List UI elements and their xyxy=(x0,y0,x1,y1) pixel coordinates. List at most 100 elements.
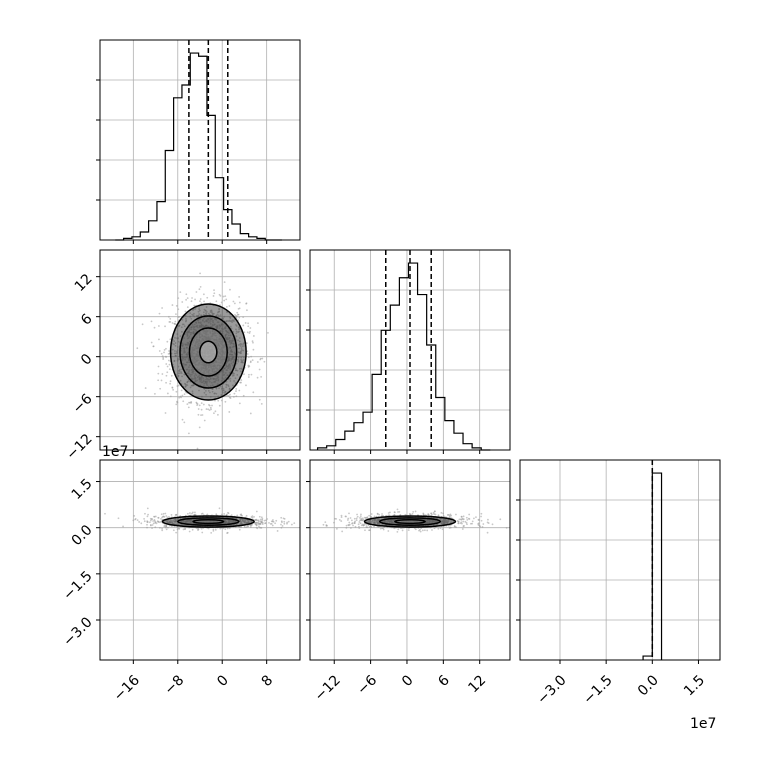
panel-var1-var2-point-4 xyxy=(462,520,465,523)
panel-var0-var1-point-1194 xyxy=(194,345,197,348)
panel-var0-var1-point-1680 xyxy=(188,329,191,332)
panel-var0-var1-point-1517 xyxy=(220,301,223,304)
panel-var0-var1-point-1668 xyxy=(226,365,229,368)
panel-var0-var2-point-800 xyxy=(251,516,254,519)
panel-var0-var1-point-1227 xyxy=(207,408,210,411)
panel-var0-var2-point-55 xyxy=(290,523,293,526)
panel-var0-var2-point-759 xyxy=(247,525,250,528)
panel-var0-var1-point-1592 xyxy=(205,324,208,327)
panel-var0-var2-point-885 xyxy=(203,520,206,522)
panel-var0-var2-point-179 xyxy=(175,531,178,534)
panel-var1-var2-point-629 xyxy=(387,512,390,514)
panel-var0-var2-contours xyxy=(161,515,255,528)
panel-var0-var1-point-1041 xyxy=(193,352,196,355)
panel-var0-var1-point-1404 xyxy=(200,379,203,382)
panel-var0-var1-point-1239 xyxy=(238,367,241,370)
panel-var0-var1-point-1240 xyxy=(229,343,232,345)
panel-var0-var2-point-896 xyxy=(189,520,192,522)
panel-var0-var1-point-137 xyxy=(231,337,234,340)
panel-var0-var1-point-1474 xyxy=(209,406,212,409)
panel-var0-var1-point-115 xyxy=(177,384,180,387)
panel-var0-var1-point-18 xyxy=(201,414,204,416)
panel-var0-var1-point-898 xyxy=(207,389,210,392)
panel-var0-var1-point-566 xyxy=(235,369,237,372)
panel-var0-var1-point-1336 xyxy=(205,330,208,333)
panel-var0-var1-point-992 xyxy=(203,337,205,340)
panel-var0-var1-point-884 xyxy=(199,370,202,372)
panel-var0-var2-point-864 xyxy=(209,521,212,523)
panel-var0-var1-point-596 xyxy=(243,373,245,376)
panel-var0-var1-point-1742 xyxy=(197,310,200,313)
panel-var0-var1-point-258 xyxy=(193,323,196,326)
panel-var0-var1-point-472 xyxy=(236,369,239,372)
panel-var0-var1-point-1719 xyxy=(206,348,209,351)
panel-var0-var1-point-1051 xyxy=(198,389,200,392)
panel-var1-var2-point-407 xyxy=(360,513,362,516)
panel-var0-var1-contours xyxy=(169,303,247,401)
panel-var0-var1-point-1309 xyxy=(209,359,212,362)
panel-var0-var1-point-370 xyxy=(207,321,210,324)
panel-var0-var1-point-1016 xyxy=(239,342,242,345)
panel-var0-var1-point-1652 xyxy=(208,369,211,371)
panel-var0-var1-point-1650 xyxy=(177,375,180,378)
panel-var1-var2-point-746 xyxy=(382,514,385,517)
panel-var1-var2-point-386 xyxy=(408,512,411,515)
panel-var0-var1-point-1538 xyxy=(201,337,204,340)
panel-var0-var2-point-741 xyxy=(173,520,176,523)
panel-var0-var2-point-186 xyxy=(225,513,228,516)
panel-var1-var2-point-893 xyxy=(445,521,448,524)
panel-var1-var2-point-425 xyxy=(480,515,482,518)
panel-var0-var1-point-1537 xyxy=(203,321,206,323)
panel-var0-var1-point-1612 xyxy=(212,351,214,354)
panel-var0-var2-point-743 xyxy=(258,515,261,518)
panel-var1-var2-point-503 xyxy=(347,517,350,520)
panel-var0-var1-point-1260 xyxy=(185,293,188,296)
panel-var0-var2-point-806 xyxy=(205,520,208,523)
panel-var0-var1-point-1653 xyxy=(226,359,229,362)
panel-var0-var1-point-748 xyxy=(229,364,231,367)
panel-var0-var1-point-1286 xyxy=(224,327,227,330)
panel-var0-var1-point-1483 xyxy=(211,325,213,328)
panel-var0-var1-point-538 xyxy=(267,332,269,334)
panel-var0-var1-point-1446 xyxy=(200,368,203,371)
panel-var0-var2-point-160 xyxy=(143,517,145,520)
panel-var1-var2-point-713 xyxy=(414,510,417,513)
panel-var0-var1-point-1490 xyxy=(247,325,250,328)
panel-var0-var1-point-676 xyxy=(189,333,192,336)
panel-var0-var1-point-1026 xyxy=(192,355,194,358)
panel-var0-var1-point-1447 xyxy=(247,322,250,325)
panel-var0-var1-contour-3 xyxy=(199,340,218,364)
panel-var0-var1-point-598 xyxy=(167,359,170,362)
panel-var0-var1-point-1467 xyxy=(196,315,199,318)
panel-var0-var1-point-1287 xyxy=(177,340,180,343)
panel-var0-var2-point-760 xyxy=(235,517,238,520)
panel-var0-var1-point-1607 xyxy=(198,362,201,365)
hist-var0-bin-9 xyxy=(190,53,198,240)
panel-var0-var1-point-1399 xyxy=(184,310,187,313)
panel-var0-var2-point-549 xyxy=(146,521,149,524)
panel-var0-var1-point-839 xyxy=(166,340,169,343)
panel-var0-var2-point-608 xyxy=(140,522,143,525)
panel-var1-var2-point-863 xyxy=(487,518,489,521)
panel-var0-var1-point-1381 xyxy=(208,404,211,407)
panel-var0-var1-point-329 xyxy=(169,395,172,398)
hist-var1-ticks xyxy=(306,289,481,454)
panel-var1-var2-point-410 xyxy=(365,524,368,526)
panel-var0-var1-point-1497 xyxy=(163,351,165,354)
panel-var0-var1-point-931 xyxy=(186,337,189,340)
panel-var0-var1-point-1702 xyxy=(191,358,194,361)
panel-var0-var1-point-1434 xyxy=(228,363,231,366)
panel-var0-var1-point-1198 xyxy=(232,345,235,348)
panel-var0-var1-point-823 xyxy=(228,371,231,374)
panel-var0-var1-point-1317 xyxy=(200,402,203,404)
panel-var0-var1-point-966 xyxy=(237,344,240,346)
panel-var1-var2-point-421 xyxy=(370,520,373,523)
panel-var0-var1-point-726 xyxy=(225,384,228,386)
panel-var0-var1-point-1788 xyxy=(199,336,202,339)
panel-var0-var1-point-73 xyxy=(211,337,214,340)
panel-var0-var1-point-782 xyxy=(227,394,230,397)
panel-var0-var2-point-189 xyxy=(133,514,136,517)
panel-var1-var2-point-89 xyxy=(387,530,390,532)
panel-var0-var1-point-1522 xyxy=(215,342,217,345)
panel-var0-var1-point-1644 xyxy=(229,368,231,370)
